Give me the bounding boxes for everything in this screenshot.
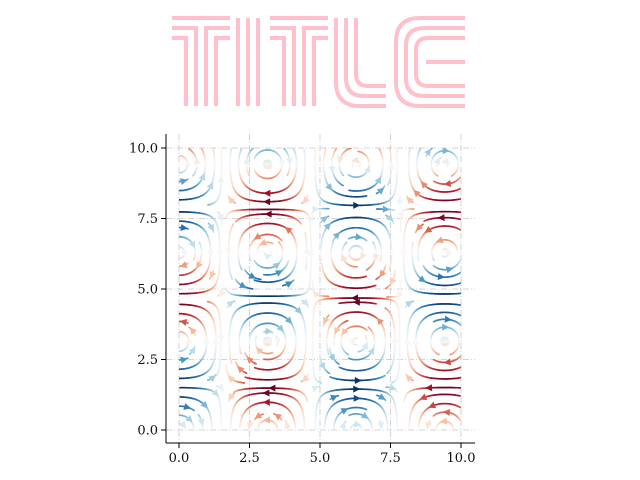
streamline-segment bbox=[445, 343, 448, 347]
streamline-segment bbox=[188, 148, 191, 151]
streamline-arrow bbox=[211, 389, 219, 397]
streamline-arrow bbox=[242, 157, 250, 165]
streamline-segment bbox=[459, 323, 461, 327]
streamline-segment bbox=[432, 180, 436, 183]
streamline-arrow bbox=[184, 159, 192, 167]
streamline-arrow bbox=[278, 161, 286, 169]
streamline-arrow bbox=[325, 183, 333, 191]
streamline-arrow bbox=[284, 421, 292, 429]
streamline-arrow bbox=[263, 189, 271, 197]
streamline-arrow bbox=[179, 420, 187, 429]
streamline-arrow bbox=[197, 418, 205, 427]
streamline-segment bbox=[341, 184, 344, 187]
streamline-arrow bbox=[185, 415, 193, 423]
streamline-arrow bbox=[183, 403, 192, 410]
streamline-arrow bbox=[377, 422, 385, 430]
streamline-segment bbox=[432, 258, 436, 262]
title-letter-stroke bbox=[404, 26, 465, 98]
streamline-arrow bbox=[200, 400, 208, 409]
streamline-arrow bbox=[179, 319, 188, 326]
streamline-arrow bbox=[353, 394, 361, 402]
title-letter-stroke bbox=[414, 36, 465, 88]
streamline-arrow bbox=[387, 161, 395, 170]
streamline-arrow bbox=[439, 417, 448, 425]
title-letter-stroke bbox=[344, 18, 386, 98]
streamline-arrow bbox=[216, 250, 224, 258]
title-letter-stroke bbox=[204, 26, 230, 106]
streamline-arrow bbox=[374, 176, 382, 185]
streamline-arrow bbox=[212, 337, 220, 345]
streamline-arrow bbox=[179, 261, 188, 268]
streamline-arrow bbox=[339, 421, 346, 430]
streamline-arrow bbox=[442, 323, 450, 331]
streamline-segment bbox=[432, 358, 436, 361]
streamline-arrow bbox=[419, 393, 428, 400]
streamline-arrow bbox=[246, 421, 254, 430]
streamline-arrow bbox=[262, 416, 271, 424]
streamline-arrow bbox=[262, 389, 270, 397]
streamline-arrow bbox=[353, 385, 361, 393]
title-letter-stroke bbox=[302, 26, 328, 106]
streamline-segment bbox=[419, 148, 422, 150]
streamline-arrow bbox=[193, 156, 201, 165]
streamline-arrow bbox=[437, 214, 445, 222]
streamline-arrow bbox=[181, 250, 189, 258]
streamline-arrow bbox=[263, 198, 271, 206]
title-letter-stroke bbox=[354, 18, 386, 88]
streamline-arrow bbox=[428, 401, 437, 409]
streamline-arrow bbox=[412, 337, 420, 345]
streamline-segment bbox=[192, 409, 195, 412]
streamline-arrow bbox=[189, 327, 197, 335]
streamline-arrow bbox=[400, 250, 408, 258]
streamline-arrow bbox=[328, 165, 336, 174]
streamline-arrow bbox=[180, 224, 188, 231]
title-letter-stroke bbox=[270, 36, 286, 106]
streamline-segment bbox=[251, 148, 254, 150]
streamline-segment bbox=[253, 417, 257, 421]
title-letter-stroke bbox=[334, 18, 386, 108]
streamline-arrow bbox=[403, 337, 411, 345]
title-letter-stroke bbox=[172, 26, 198, 106]
streamline-segment bbox=[344, 420, 347, 424]
streamline-arrow bbox=[203, 336, 211, 344]
streamline-segment bbox=[378, 148, 381, 151]
title-letter-stroke bbox=[394, 16, 465, 108]
streamline-arrow bbox=[360, 411, 369, 419]
streamline-arrow bbox=[353, 420, 362, 428]
chart-title bbox=[172, 16, 465, 108]
streamline-segment bbox=[200, 148, 203, 151]
streamline-arrow bbox=[217, 175, 225, 183]
title-letter-stroke bbox=[270, 26, 296, 106]
streamline-segment bbox=[458, 271, 461, 275]
streamline-segment bbox=[432, 414, 435, 417]
streamline-arrow bbox=[340, 408, 349, 415]
streamline-arrow bbox=[425, 421, 433, 430]
streamline-arrow bbox=[262, 398, 270, 406]
streamlines bbox=[179, 148, 461, 430]
streamline-segment bbox=[186, 178, 189, 181]
streamline-segment bbox=[450, 174, 454, 177]
title-letter-stroke bbox=[214, 36, 230, 106]
streamline-segment bbox=[441, 248, 445, 251]
streamline-arrow bbox=[425, 384, 433, 392]
streamline-arrow bbox=[337, 156, 344, 164]
streamline-arrow bbox=[353, 201, 361, 209]
title-letter-stroke bbox=[312, 36, 328, 106]
streamline-arrow bbox=[207, 250, 215, 258]
title-letter-stroke bbox=[172, 36, 188, 106]
streamline-arrow bbox=[442, 409, 451, 416]
streamline-segment bbox=[341, 173, 345, 177]
streamline-arrow bbox=[185, 336, 193, 344]
